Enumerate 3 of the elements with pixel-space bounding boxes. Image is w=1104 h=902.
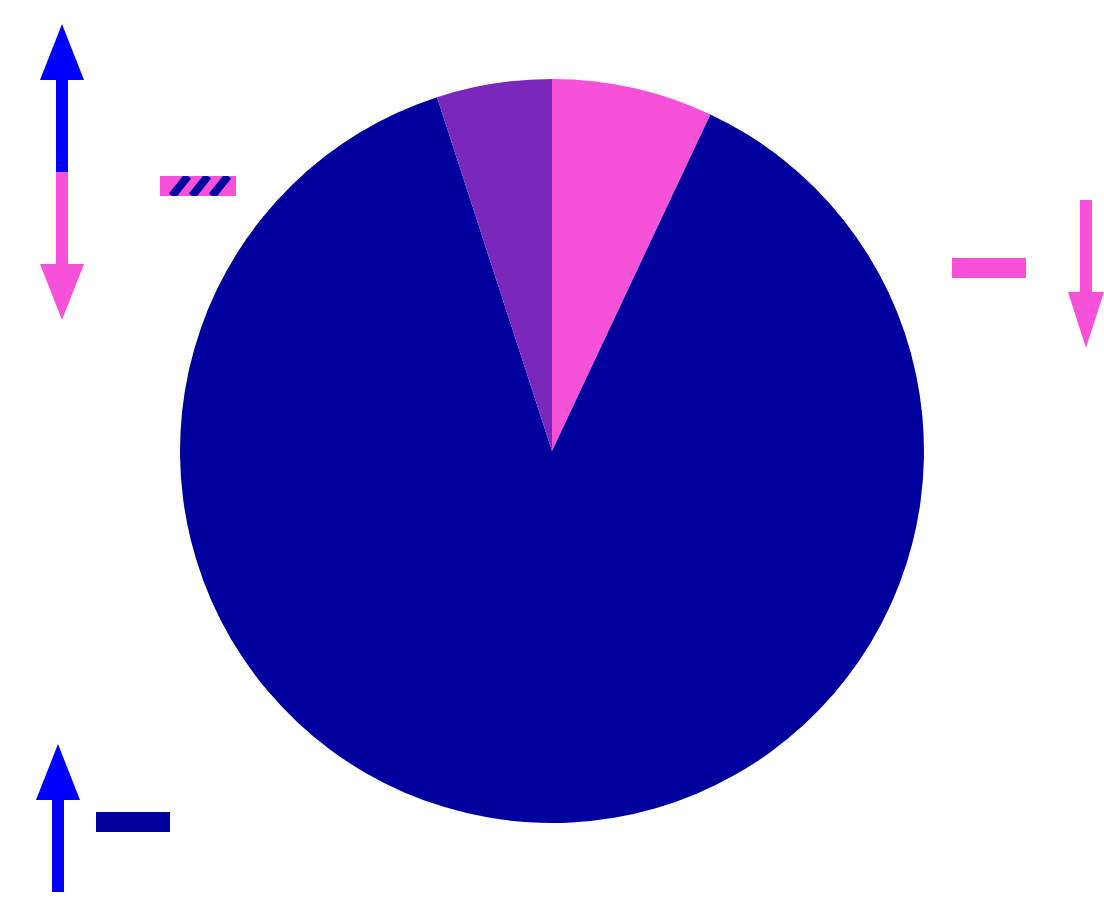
pie-slice <box>180 97 924 823</box>
pie-slice <box>437 79 552 451</box>
pie-slice <box>552 79 711 451</box>
